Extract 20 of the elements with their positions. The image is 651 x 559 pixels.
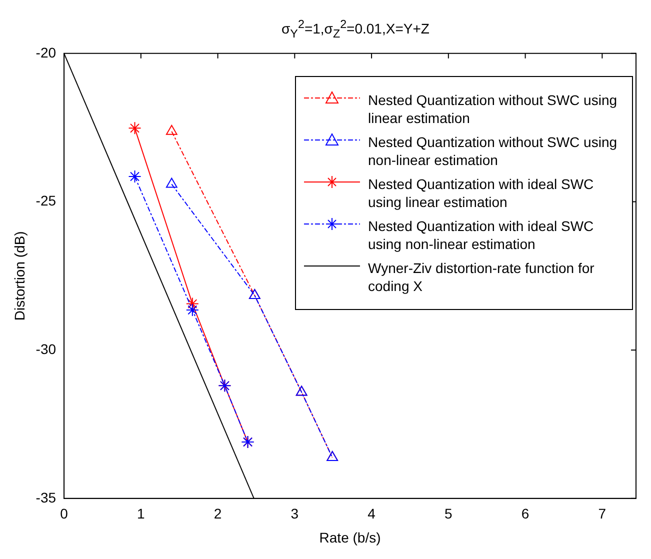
x-tick-label: 5 — [444, 506, 453, 522]
x-axis-title: Rate (b/s) — [319, 529, 381, 546]
legend-label: Nested Quantization with ideal SWC using non-linear estimation — [368, 217, 595, 253]
x-tick-label: 6 — [521, 506, 530, 522]
legend-label: Nested Quantization without SWC using linear estimation — [368, 91, 618, 127]
x-tick-label: 0 — [60, 506, 68, 522]
y-tick-label: -30 — [36, 340, 56, 357]
x-tick-label: 2 — [214, 506, 222, 522]
y-tick-label: -25 — [36, 192, 56, 209]
x-tick-label: 7 — [598, 506, 606, 522]
x-tick-label: 3 — [290, 506, 299, 522]
x-tick-label: 1 — [137, 506, 146, 522]
y-axis-title: Distortion (dB) — [11, 231, 28, 321]
x-tick-label: 4 — [368, 506, 376, 522]
legend-label: Wyner-Ziv distortion-rate function for coding X — [368, 259, 596, 295]
y-tick-label: -20 — [36, 44, 56, 60]
chart-title: σ$_{Y}$$^{2}$=1,σ$_{Z}$$^{2}$=0.01,X=Y+Z — [280, 17, 430, 42]
legend-label: Nested Quantization with ideal SWC using linear estimation — [368, 175, 595, 211]
y-tick-label: -35 — [36, 489, 56, 506]
legend-label: Nested Quantization without SWC using non-linear estimation — [368, 133, 618, 169]
